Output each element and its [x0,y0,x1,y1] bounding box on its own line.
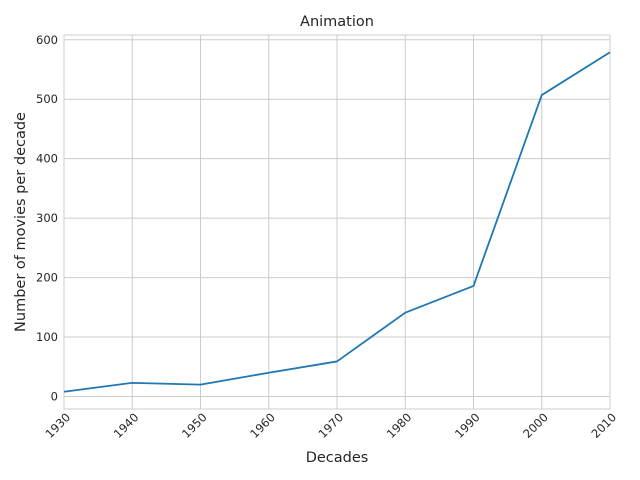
y-tick-label: 0 [51,390,58,404]
y-tick-label: 600 [36,33,58,47]
x-tick-label: 1960 [247,410,278,441]
grid [63,35,611,409]
x-tick-label: 2010 [589,410,620,441]
x-tick-label: 1950 [179,410,210,441]
x-tick-label: 1940 [111,410,142,441]
y-tick-label: 300 [36,211,58,225]
y-tick-label: 500 [36,92,58,106]
series-layer [63,51,611,393]
x-tick-label: 1990 [452,410,483,441]
y-tick-label: 400 [36,152,58,166]
x-tick-labels: 1930 1940 1950 1960 1970 1980 1990 2000 2010 [43,410,620,441]
plot-frame [63,34,611,410]
y-tick-label: 200 [36,271,58,285]
x-tick-label: 1980 [384,410,415,441]
y-axis-label: Number of movies per decade [13,112,29,332]
x-axis-label: Decades [306,450,369,466]
y-tick-labels: 0 100 200 300 400 500 600 [36,33,58,404]
x-tick-label: 1930 [43,410,74,441]
x-tick-label: 2000 [520,410,551,441]
chart-title: Animation [300,14,374,30]
y-tick-label: 100 [36,330,58,344]
x-tick-label: 1970 [316,410,347,441]
